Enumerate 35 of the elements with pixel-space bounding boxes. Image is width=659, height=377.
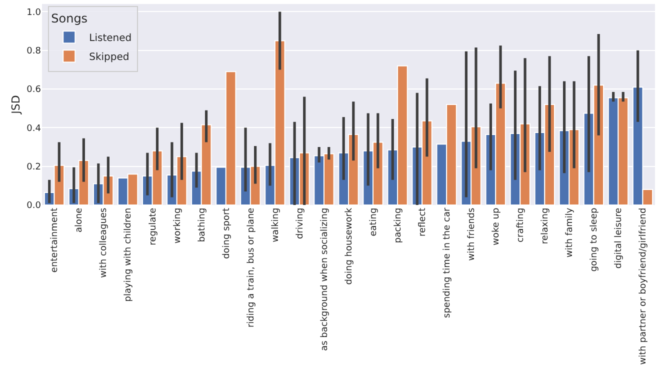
x-tick-label: bathing	[197, 208, 208, 242]
x-tick-label: walking	[270, 208, 281, 242]
x-tick-label: working	[172, 208, 183, 244]
x-tick-label: woke up	[492, 208, 502, 246]
legend-label: Listened	[89, 33, 132, 44]
x-tick-label: driving	[295, 208, 306, 239]
y-tick-label: 0.2	[26, 162, 41, 172]
x-tick-label: going to sleep	[590, 208, 600, 272]
y-tick-label: 0.4	[26, 124, 42, 134]
x-tick-label: relaxing	[540, 208, 551, 244]
x-tick-label: packing	[393, 208, 404, 244]
x-tick-label: riding a train, bus or plane	[246, 207, 256, 328]
x-tick-label: crafting	[516, 208, 526, 242]
y-tick-label: 0.0	[26, 201, 42, 212]
x-tick-label: spending time in the car	[442, 208, 453, 318]
x-tick-label: as background when socializing	[320, 208, 330, 351]
x-tick-label: digital leisure	[614, 207, 624, 269]
y-axis-title: JSD	[9, 95, 22, 115]
y-tick-label: 0.6	[26, 85, 42, 96]
x-tick-label: with partner or boyfriend/girlfriend	[638, 208, 649, 365]
y-tick-label: 0.8	[26, 46, 42, 57]
x-tick-label: with friends	[467, 207, 478, 261]
x-tick-label: doing housework	[344, 207, 354, 285]
x-tick-label: alone	[74, 207, 85, 233]
y-tick-label: 1.0	[26, 8, 42, 18]
x-tick-label: regulate	[148, 207, 158, 246]
x-tick-label: with family	[565, 207, 576, 258]
x-tick-label: entertainment	[50, 207, 60, 273]
x-tick-label: playing with children	[124, 208, 134, 302]
legend-title: Songs	[51, 12, 88, 26]
x-tick-label: reflect	[418, 207, 428, 237]
x-tick-label: with colleagues	[99, 207, 110, 278]
legend-label: Skipped	[89, 52, 130, 64]
x-tick-label: doing sport	[222, 207, 232, 259]
x-tick-label: eating	[368, 208, 379, 236]
